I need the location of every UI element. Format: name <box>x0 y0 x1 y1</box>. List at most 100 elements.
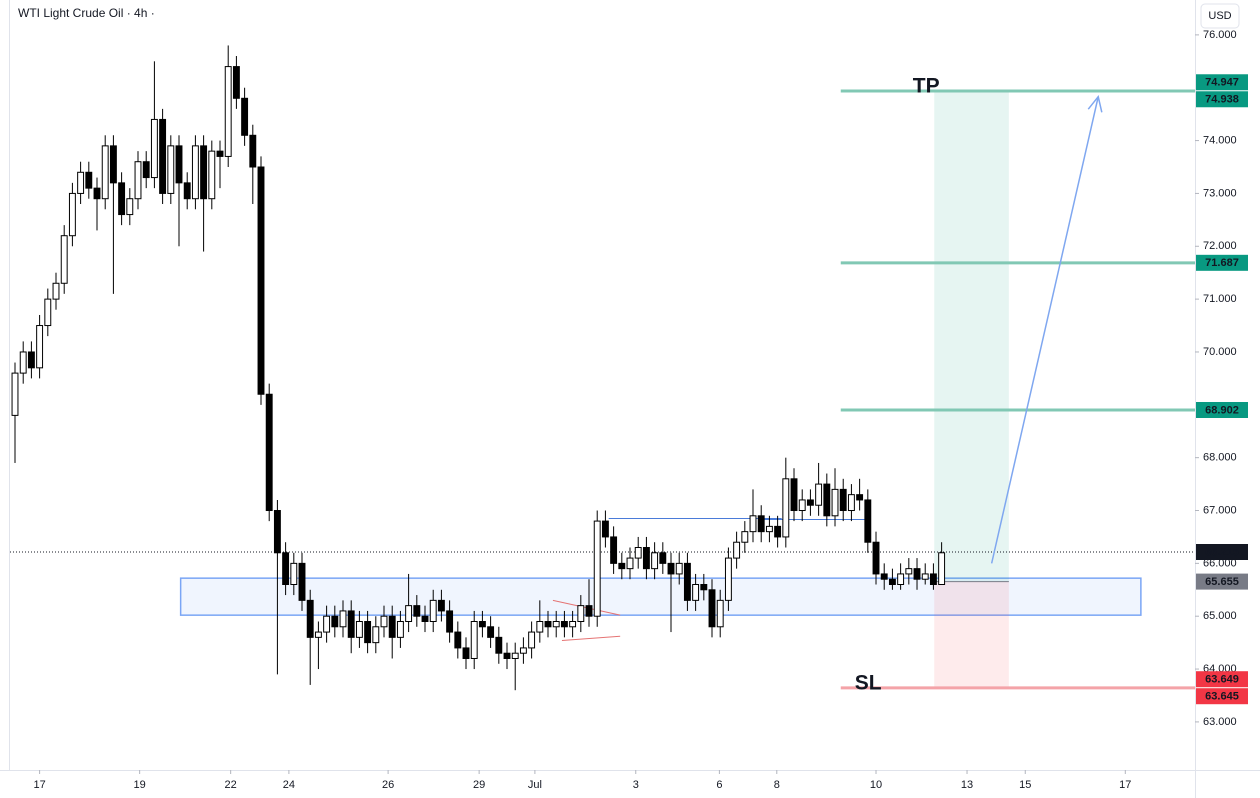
candle-body <box>142 161 150 179</box>
candle-body <box>749 515 757 533</box>
y-tick-label: 72.000 <box>1203 240 1237 252</box>
candle-body <box>905 568 913 575</box>
price-tag <box>1196 401 1248 418</box>
candle-body <box>929 573 937 586</box>
candle-body <box>675 562 683 575</box>
price-tag <box>1196 544 1248 561</box>
y-tick-label: 67.000 <box>1203 504 1237 516</box>
candle-body <box>454 631 462 649</box>
trend-line <box>561 635 621 642</box>
candle-body <box>273 510 281 554</box>
arrow-head <box>1087 95 1103 113</box>
level-label: TP <box>913 75 940 98</box>
candle-body <box>569 620 577 628</box>
candle-body <box>864 499 872 543</box>
chart-title: WTI Light Crude Oil · 4h · <box>18 6 155 20</box>
x-tick-label: 3 <box>633 779 639 791</box>
candle-body <box>519 647 527 654</box>
y-tick-label: 66.000 <box>1203 557 1237 569</box>
candle-body <box>888 578 896 586</box>
candle-body <box>593 520 601 617</box>
candle-body <box>224 66 232 157</box>
candle-body <box>68 192 76 237</box>
candle-body <box>897 573 905 586</box>
candle-body <box>175 145 183 184</box>
candle-body <box>815 483 823 506</box>
plot-area: TP SL <box>10 45 1195 694</box>
candle-body <box>831 488 839 517</box>
candle-body <box>437 599 445 612</box>
currency[interactable]: USD <box>1208 10 1231 22</box>
candle-body <box>52 282 60 300</box>
price-tag <box>1196 688 1248 705</box>
y-tick-label: 71.000 <box>1203 293 1237 305</box>
candle-body <box>413 605 421 617</box>
candle-body <box>282 552 290 586</box>
candle-body <box>552 620 560 628</box>
x-tick-label: 29 <box>473 779 485 791</box>
candle-body <box>306 599 314 638</box>
candle-body <box>856 494 864 501</box>
candle-body <box>782 478 790 538</box>
price-tag <box>1196 671 1248 688</box>
candle-body <box>560 620 568 628</box>
candle-body <box>249 134 257 168</box>
x-tick-label: 19 <box>134 779 146 791</box>
candle-body <box>93 187 101 200</box>
y-tick-label: 63.000 <box>1203 716 1237 728</box>
candle-body <box>757 515 765 533</box>
candle-body <box>388 615 396 638</box>
price-tag-label: 65.655 <box>1205 576 1239 588</box>
candle-body <box>134 161 142 200</box>
candle-body <box>118 182 126 216</box>
candle-body <box>913 568 921 580</box>
currency-button[interactable] <box>1200 3 1240 29</box>
candle-body <box>364 620 372 644</box>
price-tag-label: 71.687 <box>1205 257 1239 269</box>
candle-body <box>511 652 519 659</box>
candle-body <box>798 499 806 512</box>
x-tick-label: 8 <box>774 779 780 791</box>
y-tick-label: 76.000 <box>1203 29 1237 41</box>
stop-area <box>934 581 1009 688</box>
candle-body <box>765 525 773 533</box>
candle-body <box>667 562 675 575</box>
candle-body <box>216 150 224 157</box>
x-tick-label: Jul <box>528 779 542 791</box>
y-tick-label: 74.000 <box>1203 134 1237 146</box>
candle-body <box>126 198 134 216</box>
x-tick-label: 24 <box>283 779 295 791</box>
candle-body <box>11 372 19 416</box>
candle-body <box>642 547 650 570</box>
candle-body <box>872 541 880 575</box>
support-zone <box>179 577 1142 616</box>
candle-body <box>733 541 741 559</box>
candle-body <box>208 150 216 200</box>
candle-body <box>921 573 929 580</box>
candle-body <box>167 145 175 194</box>
candle-body <box>60 235 68 284</box>
price-tag <box>1196 74 1248 91</box>
candle-body <box>741 531 749 543</box>
candle-body <box>44 298 52 327</box>
candle-body <box>585 605 593 617</box>
candle-body <box>610 536 618 564</box>
candle-body <box>692 584 700 601</box>
candle-body <box>478 620 486 628</box>
candle-body <box>290 562 298 586</box>
candle-body <box>839 488 847 512</box>
price-tag-label: 74.938 <box>1205 94 1239 106</box>
candle-body <box>774 525 782 538</box>
price-tag-label: 66.215 <box>1205 546 1239 558</box>
candle-body <box>36 325 44 369</box>
candle-body <box>601 520 609 538</box>
candle-body <box>708 589 716 628</box>
candle-body <box>429 599 437 622</box>
candle-body <box>724 557 732 601</box>
x-tick-label: 26 <box>382 779 394 791</box>
candle-body <box>421 615 429 622</box>
y-tick-label: 65.000 <box>1203 610 1237 622</box>
x-tick-label: 15 <box>1019 779 1031 791</box>
candle-body <box>380 615 388 628</box>
candle-body <box>27 351 35 369</box>
